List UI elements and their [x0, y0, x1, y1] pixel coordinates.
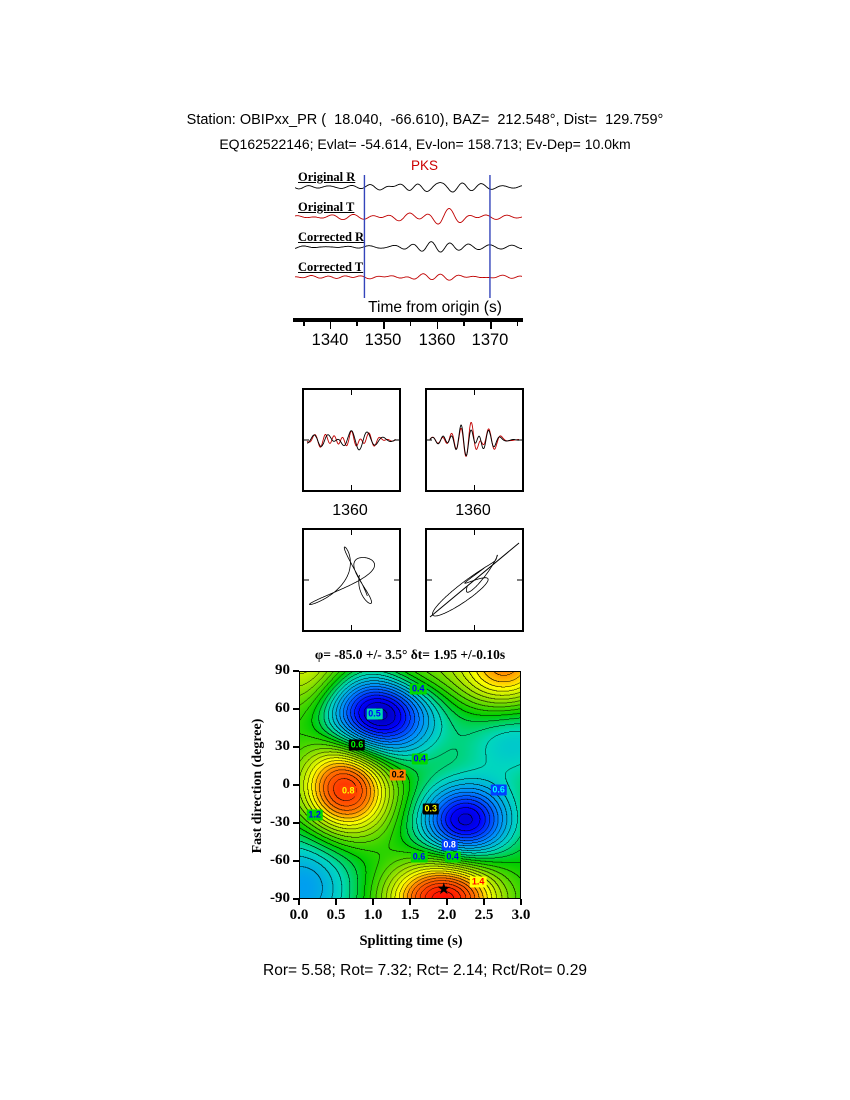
- contour-y-tick-label: 30: [275, 737, 290, 754]
- time-tick-1350: 1350: [364, 331, 402, 349]
- trace-label-original-t: Original T: [298, 200, 355, 214]
- contour-x-tick-label: 1.5: [400, 907, 420, 923]
- trace-corrected-r: [295, 241, 522, 253]
- contour-title: φ= -85.0 +/- 3.5° δt= 1.95 +/-0.10s: [314, 647, 506, 662]
- contour-y-tick: [293, 746, 299, 748]
- contour-y-tick-label: -60: [270, 851, 290, 868]
- particle-motion-original: [304, 530, 399, 630]
- contour-x-tick: [483, 899, 485, 905]
- particle-motion-corrected: [427, 530, 522, 630]
- seismogram-panel: PKS Original R Original T Corrected R Co…: [295, 158, 522, 308]
- windowed-waveforms-right: [427, 390, 522, 490]
- contour-level-label: 0.2: [389, 769, 407, 781]
- contour-x-tick: [335, 899, 337, 905]
- time-axis-minor-tick: [463, 322, 465, 326]
- time-tick-1360: 1360: [418, 331, 456, 349]
- contour-level-label: 0.6: [410, 851, 428, 863]
- contour-level-label: 0.6: [490, 784, 507, 796]
- windowed-waveform-panel-left: [302, 388, 401, 492]
- particle-motion-panel-original: [302, 528, 401, 632]
- time-axis-major-tick: [329, 322, 332, 329]
- time-axis-major-tick: [490, 322, 492, 329]
- contour-y-tick: [293, 898, 299, 900]
- contour-level-label: 0.4: [411, 753, 429, 764]
- contour-level-label: 0.3: [422, 803, 439, 814]
- contour-level-label: 0.8: [339, 785, 357, 797]
- seismogram-traces: [295, 175, 522, 298]
- windowed-waveform-panel-right: [425, 388, 524, 492]
- contour-y-tick: [293, 822, 299, 824]
- wave-panel-tick-left: 1360: [332, 502, 368, 519]
- trace-original-t: [295, 208, 522, 225]
- time-axis-minor-tick: [409, 322, 412, 326]
- contour-x-tick-label: 0.0: [289, 907, 309, 923]
- time-axis-minor-tick: [303, 322, 305, 326]
- contour-x-tick: [520, 899, 522, 905]
- best-solution-star: ★: [436, 880, 452, 898]
- time-axis-major-tick: [383, 322, 385, 329]
- trace-label-original-r: Original R: [298, 170, 356, 184]
- contour-y-tick-label: 0: [282, 775, 291, 792]
- time-axis-minor-tick: [356, 322, 358, 326]
- time-axis-major-tick: [436, 322, 438, 329]
- contour-y-tick: [293, 784, 299, 786]
- contour-level-label: 0.8: [441, 839, 458, 851]
- time-axis-label: Time from origin (s): [368, 299, 502, 316]
- contour-y-tick-label: 90: [275, 661, 290, 678]
- contour-y-tick: [293, 860, 299, 862]
- footer-statistics: Ror= 5.58; Rot= 7.32; Rct= 2.14; Rct/Rot…: [263, 962, 587, 979]
- time-axis-line: [293, 318, 523, 322]
- error-surface-plot: 0.4 0.5 0.6 0.4 0.2 0.8 0.6 1.2 0.3 0.8 0.6 0.4 1.4 …: [299, 671, 521, 899]
- contour-level-label: 0.4: [410, 683, 427, 694]
- contour-x-axis-label: Splitting time (s): [359, 933, 463, 949]
- particle-motion-panel-corrected: [425, 528, 524, 632]
- contour-x-tick: [298, 899, 300, 905]
- fast-axis-line: [429, 542, 520, 618]
- trace-corrected-t: [295, 273, 522, 281]
- window-trace-t: [429, 421, 519, 457]
- header-event-line: EQ162522146; Evlat= -54.614, Ev-lon= 158…: [219, 136, 631, 152]
- contour-level-label: 0.5: [366, 708, 383, 719]
- time-tick-1370: 1370: [471, 331, 509, 349]
- time-axis-minor-tick: [516, 322, 519, 326]
- window-trace-t: [306, 430, 397, 448]
- trace-label-corrected-r: Corrected R: [298, 230, 365, 244]
- contour-y-tick-label: -30: [270, 813, 290, 830]
- phase-label: PKS: [411, 158, 439, 173]
- contour-x-tick-label: 3.0: [511, 907, 531, 923]
- time-tick-1340: 1340: [311, 331, 349, 349]
- window-trace-r: [429, 424, 520, 457]
- window-trace-r: [307, 430, 397, 451]
- header-station-line: Station: OBIPxx_PR ( 18.040, -66.610), B…: [186, 112, 664, 128]
- contour-x-tick-label: 2.5: [474, 907, 494, 923]
- contour-x-tick: [409, 899, 411, 905]
- contour-level-label: 0.6: [348, 739, 366, 751]
- contour-level-label: 0.4: [444, 851, 461, 863]
- trace-label-corrected-t: Corrected T: [298, 260, 364, 274]
- contour-x-tick-label: 1.0: [363, 907, 383, 923]
- particle-motion-curve: [309, 546, 375, 605]
- windowed-waveforms-left: [304, 390, 399, 490]
- contour-y-tick-label: 60: [275, 699, 290, 716]
- contour-x-tick-label: 2.0: [437, 907, 457, 923]
- contour-level-label: 1.4: [469, 876, 487, 888]
- contour-y-tick: [293, 708, 299, 710]
- contour-y-tick-label: -90: [270, 889, 290, 906]
- contour-map: [300, 672, 520, 898]
- contour-x-tick-label: 0.5: [326, 907, 346, 923]
- time-axis-ticks: [293, 322, 523, 334]
- wave-panel-tick-right: 1360: [455, 502, 491, 519]
- contour-x-tick: [446, 899, 448, 905]
- trace-original-r: [295, 182, 522, 193]
- contour-y-tick: [293, 670, 299, 672]
- contour-level-label: 1.2: [306, 809, 323, 821]
- contour-x-tick: [372, 899, 374, 905]
